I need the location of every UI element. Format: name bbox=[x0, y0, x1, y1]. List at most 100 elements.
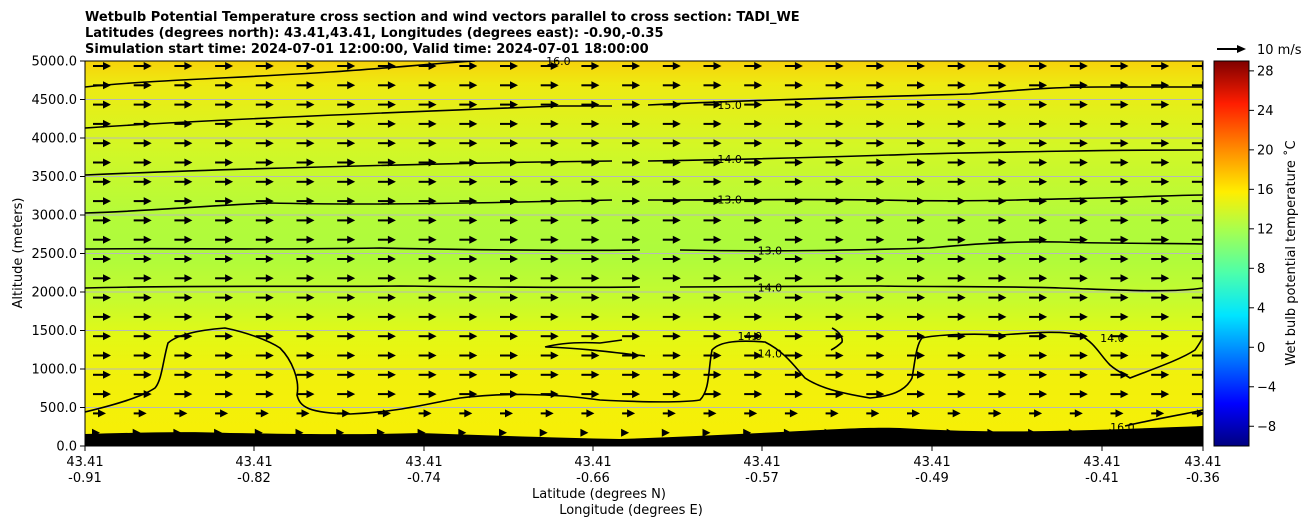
wind-vector bbox=[296, 177, 315, 186]
wind-vector bbox=[947, 332, 966, 341]
wind-vector bbox=[1110, 293, 1129, 302]
wind-vector bbox=[581, 158, 600, 167]
wind-vector bbox=[133, 177, 152, 186]
wind-vector bbox=[500, 139, 518, 148]
wind-vector bbox=[500, 177, 518, 186]
wind-vector bbox=[1029, 255, 1048, 263]
wind-vector bbox=[500, 100, 518, 109]
wind-vector bbox=[540, 390, 559, 399]
wind-vector bbox=[500, 370, 518, 379]
wind-vector bbox=[459, 81, 478, 90]
wind-vector bbox=[1110, 274, 1129, 283]
wind-vector bbox=[744, 274, 763, 283]
wind-vector bbox=[947, 351, 966, 360]
wind-vector bbox=[418, 158, 437, 167]
wind-vector bbox=[907, 158, 925, 167]
contour-line-14-upper bbox=[85, 149, 1203, 176]
wind-vector bbox=[133, 332, 152, 341]
wind-vector bbox=[988, 177, 1007, 186]
wind-vector bbox=[581, 332, 600, 341]
wind-vector bbox=[784, 216, 803, 225]
wind-vector bbox=[622, 139, 641, 148]
wind-vector bbox=[174, 255, 193, 263]
wind-vector bbox=[784, 197, 803, 206]
contour-line-14-inner bbox=[544, 339, 623, 348]
wind-vector bbox=[418, 370, 437, 379]
wind-vector bbox=[662, 409, 676, 418]
wind-vector bbox=[93, 293, 111, 302]
wind-vector bbox=[1110, 197, 1129, 206]
wind-vector bbox=[825, 197, 844, 206]
wind-vector bbox=[174, 62, 193, 70]
wind-vector bbox=[215, 158, 234, 167]
x-tick-latitude: 43.41 bbox=[235, 455, 272, 470]
wind-vector bbox=[866, 312, 885, 321]
wind-vector bbox=[174, 351, 193, 360]
wind-vector bbox=[866, 351, 885, 360]
wind-vector bbox=[93, 274, 111, 283]
wind-vector bbox=[377, 235, 396, 244]
wind-vector bbox=[988, 216, 1007, 225]
wind-vector bbox=[662, 216, 681, 225]
wind-vector bbox=[133, 312, 152, 321]
wind-vector bbox=[744, 390, 763, 399]
wind-vector bbox=[947, 255, 966, 263]
wind-vector bbox=[744, 158, 763, 167]
wind-vector bbox=[784, 370, 803, 379]
wind-vector bbox=[662, 177, 681, 186]
wind-vector bbox=[866, 119, 885, 128]
y-tick-label: 1500.0 bbox=[32, 324, 78, 339]
colorbar-label: Wet bulb potential temperature ˚C bbox=[1283, 140, 1299, 365]
wind-vector bbox=[337, 100, 356, 109]
wind-vector bbox=[93, 409, 106, 418]
wind-vector bbox=[988, 197, 1007, 206]
x-tick-longitude: -0.91 bbox=[68, 471, 102, 486]
wind-vector bbox=[1151, 390, 1170, 399]
wind-vector bbox=[174, 312, 193, 321]
wind-vector bbox=[1069, 332, 1088, 341]
colorbar-tick-label: 0 bbox=[1257, 341, 1265, 356]
wind-vector bbox=[1029, 100, 1048, 109]
wind-vector bbox=[133, 351, 152, 360]
wind-vector bbox=[784, 139, 803, 148]
wind-vector bbox=[581, 409, 595, 418]
wind-vector bbox=[703, 62, 722, 70]
wind-vector bbox=[174, 409, 188, 418]
wind-vector bbox=[1151, 293, 1170, 302]
wind-vector bbox=[418, 62, 437, 70]
wind-vector bbox=[703, 409, 717, 418]
wind-vector bbox=[621, 428, 630, 437]
wind-vector bbox=[540, 312, 559, 321]
wind-vector bbox=[784, 100, 803, 109]
wind-vector bbox=[866, 216, 885, 225]
wind-vector bbox=[418, 332, 437, 341]
wind-vector bbox=[296, 312, 315, 321]
wind-vector bbox=[93, 235, 111, 244]
wind-vector bbox=[174, 81, 193, 90]
wind-vector bbox=[255, 370, 274, 379]
wind-vector bbox=[255, 216, 274, 225]
wind-vector bbox=[1069, 197, 1088, 206]
wind-vector bbox=[296, 332, 315, 341]
wind-vector bbox=[500, 216, 518, 225]
wind-vector bbox=[133, 370, 152, 379]
wind-vector bbox=[907, 351, 925, 360]
wind-vector bbox=[337, 216, 356, 225]
wind-vector bbox=[825, 274, 844, 283]
wind-vector bbox=[825, 390, 844, 399]
wind-vector bbox=[93, 81, 111, 90]
wind-vector bbox=[581, 139, 600, 148]
wind-vector bbox=[703, 293, 722, 302]
wind-vector bbox=[988, 351, 1007, 360]
wind-vector bbox=[581, 119, 600, 128]
wind-vector bbox=[662, 274, 681, 283]
wind-vector bbox=[459, 255, 478, 263]
wind-vector bbox=[255, 293, 274, 302]
wind-vector bbox=[1110, 177, 1129, 186]
wind-vector bbox=[1029, 139, 1048, 148]
wind-vector bbox=[947, 100, 966, 109]
wind-vector bbox=[907, 62, 925, 70]
wind-vector bbox=[296, 370, 315, 379]
wind-vector bbox=[662, 370, 681, 379]
wind-vector bbox=[255, 255, 274, 263]
